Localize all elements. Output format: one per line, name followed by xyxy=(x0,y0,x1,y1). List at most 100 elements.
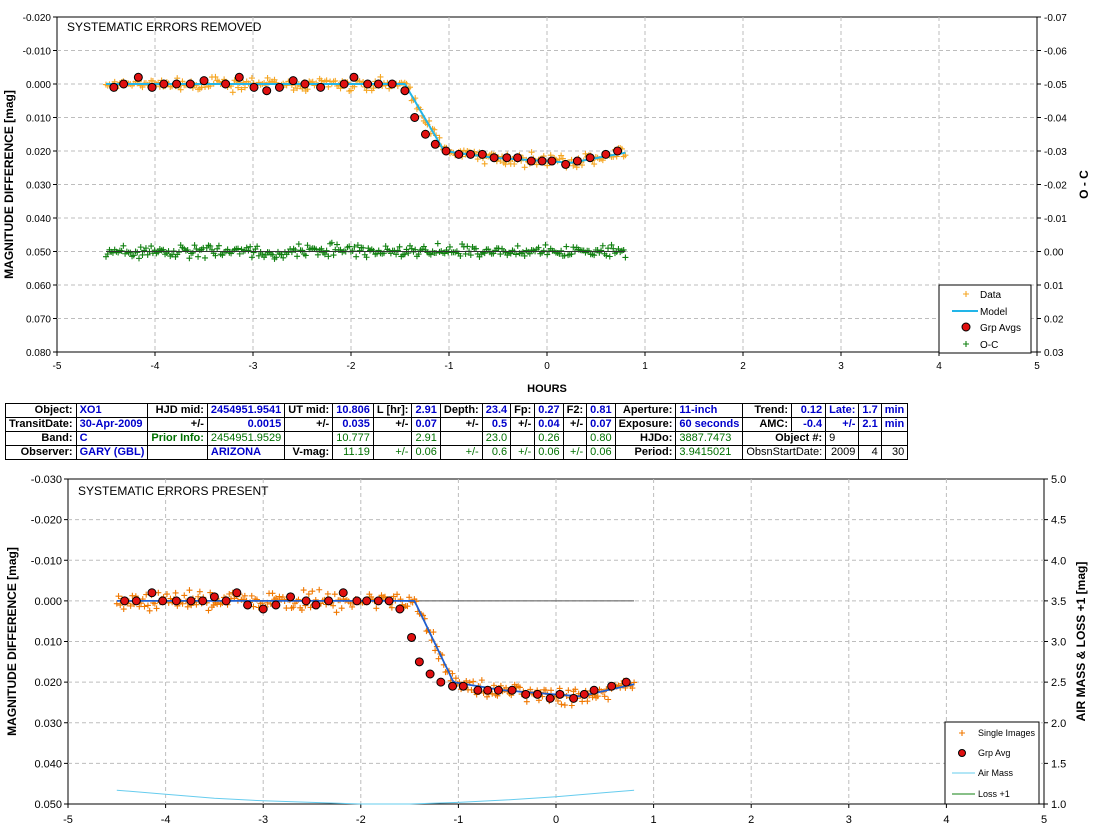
oc-point xyxy=(433,249,440,256)
depth-err-label: +/- xyxy=(439,417,483,432)
oc-point xyxy=(330,252,337,259)
data-point xyxy=(323,77,330,84)
data-point xyxy=(139,84,146,91)
oc-point xyxy=(193,245,200,252)
data-point xyxy=(544,162,551,169)
single-image-point xyxy=(406,594,413,601)
group-average-point xyxy=(286,592,296,602)
e1-label: +/- xyxy=(439,445,483,460)
data-point xyxy=(212,73,219,80)
y2-tick-label: 5.0 xyxy=(1051,474,1066,486)
group-average-point xyxy=(607,681,617,691)
y2-tick-label: 2.5 xyxy=(1051,677,1066,689)
group-average-point xyxy=(316,82,326,92)
f2-label: F2: xyxy=(562,403,588,418)
group-average-point xyxy=(473,685,483,695)
single-image-point xyxy=(579,698,586,705)
oc-point xyxy=(184,247,191,254)
single-image-point xyxy=(184,603,191,610)
legend-label: Air Mass xyxy=(978,768,1014,778)
group-average-point xyxy=(561,159,571,169)
oc-point xyxy=(382,243,389,250)
group-average-point xyxy=(414,657,424,667)
prior-f2: 0.80 xyxy=(586,431,616,446)
oc-point xyxy=(563,243,570,250)
oc-point xyxy=(328,239,335,246)
data-point xyxy=(528,149,535,156)
single-image-point xyxy=(117,602,124,609)
group-average-point xyxy=(545,693,555,703)
hjd-err-label: +/- xyxy=(147,417,208,432)
x-tick-label: -4 xyxy=(151,361,160,372)
single-image-point xyxy=(163,591,170,598)
oc-point xyxy=(610,245,617,252)
single-image-point xyxy=(181,592,188,599)
y2-tick-label: 1.5 xyxy=(1051,758,1066,770)
group-average-point xyxy=(589,685,599,695)
single-image-point xyxy=(435,655,442,662)
oc-point xyxy=(396,243,403,250)
oc-point xyxy=(356,247,363,254)
y2-axis-label: O - C xyxy=(1077,170,1091,199)
single-image-point xyxy=(279,594,286,601)
y-axis-label: MAGNITUDE DIFFERENCE [mag] xyxy=(5,547,19,736)
data-point xyxy=(238,86,245,93)
single-image-point xyxy=(565,687,572,694)
single-image-point xyxy=(269,590,276,597)
single-image-point xyxy=(207,589,214,596)
oc-point xyxy=(540,247,547,254)
fp-label: Fp: xyxy=(510,403,536,418)
y-tick-label: 0.010 xyxy=(26,114,51,125)
oc-point xyxy=(325,253,332,260)
ut-err-value: 0.035 xyxy=(332,417,374,432)
oc-point xyxy=(288,249,295,256)
single-image-point xyxy=(205,607,212,614)
x-tick-label: 4 xyxy=(943,814,949,826)
data-point xyxy=(578,162,585,169)
y-tick-label: -0.020 xyxy=(23,13,52,24)
group-average-point xyxy=(420,129,430,139)
oc-point xyxy=(323,247,330,254)
oc-point xyxy=(186,255,193,262)
prior-fp: 0.26 xyxy=(534,431,564,446)
oc-point xyxy=(598,247,605,254)
y2-tick-label: -0.07 xyxy=(1044,13,1067,24)
oc-point xyxy=(420,243,427,250)
air-mass-line xyxy=(116,789,635,805)
y-tick-label: 0.050 xyxy=(26,248,51,259)
group-average-point xyxy=(425,669,435,679)
group-average-point xyxy=(271,600,281,610)
legend-marker xyxy=(963,341,969,347)
data-point xyxy=(290,87,297,94)
oc-point xyxy=(294,253,301,260)
group-average-point xyxy=(513,153,523,163)
single-image-point xyxy=(172,589,179,596)
single-image-point xyxy=(136,603,143,610)
group-average-point xyxy=(221,596,231,606)
single-image-point xyxy=(452,675,459,682)
object-number-label: Object #: xyxy=(742,431,827,446)
duration-value: 2.91 xyxy=(411,403,441,418)
legend-marker xyxy=(961,322,971,332)
y-tick-label: -0.010 xyxy=(31,555,62,567)
oc-point xyxy=(295,241,302,248)
late-err-unit: min xyxy=(880,417,909,432)
oc-point xyxy=(591,252,598,259)
single-image-point xyxy=(584,698,591,705)
y2-axis-label: AIR MASS & LOSS +1 [mag] xyxy=(1074,562,1088,722)
group-average-point xyxy=(555,689,565,699)
group-average-point xyxy=(209,592,219,602)
fp-err-value: 0.04 xyxy=(534,417,564,432)
single-image-point xyxy=(388,604,395,611)
single-image-point xyxy=(478,677,485,684)
legend-label: Single Images xyxy=(978,728,1036,738)
single-image-point xyxy=(561,702,568,709)
oc-point xyxy=(401,251,408,258)
info-row-2: TransitDate: 30-Apr-2009 +/- 0.0015 +/- … xyxy=(5,417,909,432)
y-tick-label: 0.040 xyxy=(34,758,62,770)
group-average-point xyxy=(489,153,499,163)
y-tick-label: 0.050 xyxy=(34,799,62,811)
single-image-point xyxy=(568,702,575,709)
single-image-point xyxy=(193,601,200,608)
single-image-point xyxy=(394,591,401,598)
